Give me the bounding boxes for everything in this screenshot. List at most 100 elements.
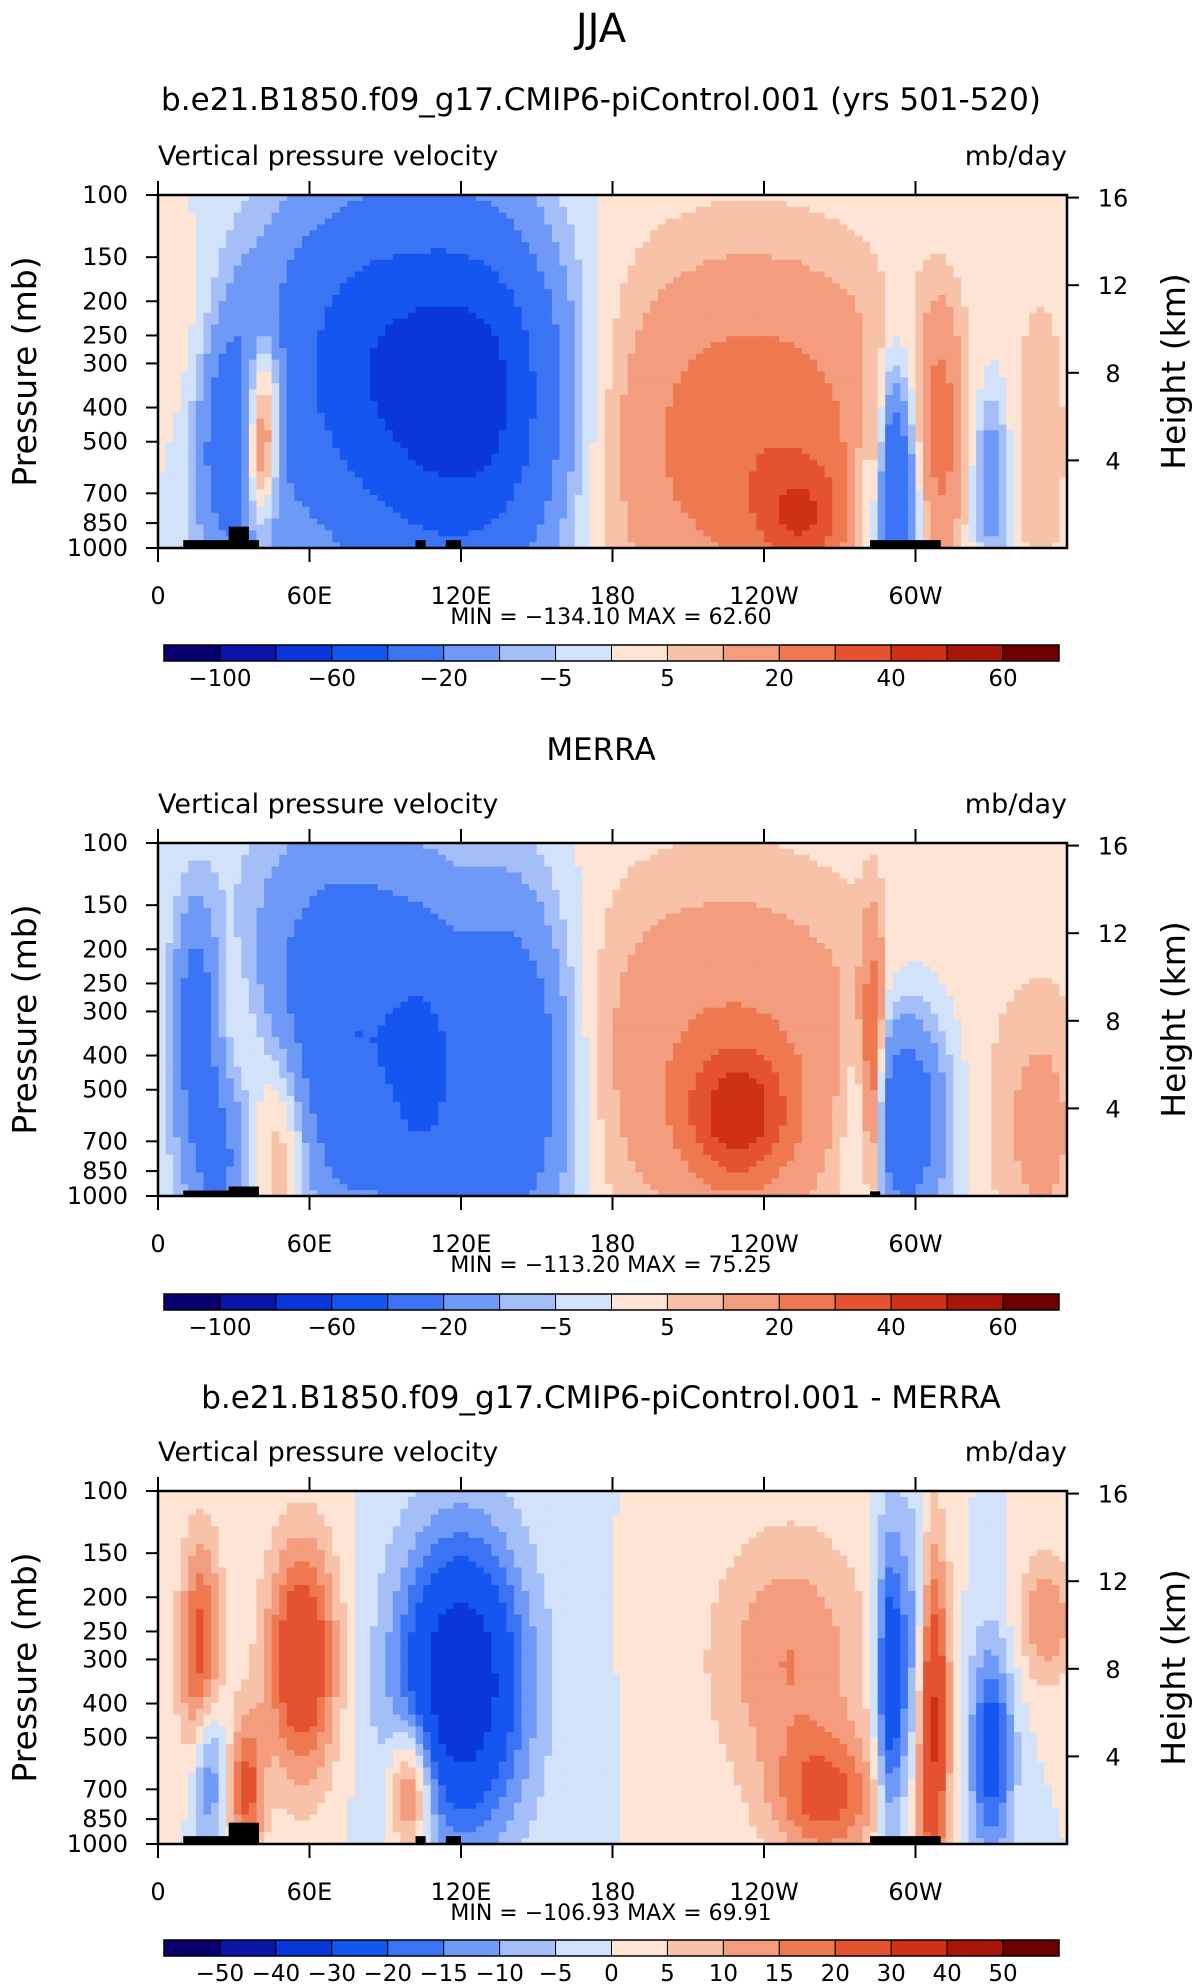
heatmap-cell [703,259,712,267]
heatmap-cell [582,347,591,355]
heatmap-cell [521,389,530,396]
heatmap-cell [324,377,333,384]
heatmap-cell [203,283,212,290]
heatmap-cell [680,336,689,343]
heatmap-cell [741,271,750,278]
heatmap-cell [703,265,712,273]
heatmap-cell [544,436,553,443]
heatmap-cell [597,506,606,514]
heatmap-cell [710,236,720,243]
heatmap-cell [771,247,780,255]
heatmap-cell [491,400,500,408]
heatmap-cell [680,506,689,514]
heatmap-cell [559,400,568,408]
heatmap-cell [748,259,758,267]
heatmap-cell [695,365,705,373]
heatmap-cell [203,418,212,426]
heatmap-cell [309,389,318,396]
heatmap-cell [286,324,295,331]
heatmap-cell [589,447,598,455]
heatmap-cell [354,265,364,273]
heatmap-cell [673,277,682,284]
heatmap-cell [695,377,705,384]
heatmap-cell [627,495,636,502]
heatmap-cell [241,477,250,484]
heatmap-cell [627,536,636,543]
heatmap-cell [188,330,197,337]
heatmap-cell [673,477,682,484]
heatmap-cell [461,371,470,378]
heatmap-cell [627,353,636,361]
heatmap-cell [430,477,439,484]
heatmap-cell [779,306,788,314]
heatmap-cell [491,206,500,214]
heatmap-cell [294,524,303,531]
heatmap-cell [377,206,386,214]
heatmap-cell [483,483,492,490]
heatmap-cell [385,336,394,343]
heatmap-cell [400,224,409,231]
heatmap-cell [771,412,780,420]
heatmap-cell [529,224,538,231]
heatmap-cell [695,242,705,249]
heatmap-cell [317,218,326,226]
heatmap-cell [597,389,606,396]
heatmap-cell [536,206,545,214]
heatmap-cell [491,500,500,508]
heatmap-cell [317,542,326,549]
heatmap-cell [620,483,629,490]
heatmap-cell [657,206,667,214]
heatmap-cell [771,200,780,208]
heatmap-cell [158,447,167,455]
heatmap-cell [370,395,379,402]
heatmap-cell [158,536,167,543]
heatmap-cell [733,424,742,431]
heatmap-cell [264,277,273,284]
heatmap-cell [597,312,606,320]
heatmap-cell [226,418,235,426]
heatmap-cell [180,277,189,284]
heatmap-cell [574,424,583,431]
heatmap-cell [264,300,273,308]
heatmap-cell [264,389,273,396]
heatmap-cell [657,277,667,284]
heatmap-cell [733,389,742,396]
heatmap-cell [718,530,727,537]
heatmap-cell [529,536,538,543]
heatmap-cell [301,277,311,284]
heatmap-cell [256,530,265,537]
heatmap-cell [733,336,742,343]
heatmap-cell [536,200,545,208]
heatmap-cell [604,377,614,384]
heatmap-cell [324,295,333,302]
heatmap-cell [748,295,758,302]
heatmap-cell [491,530,500,537]
heatmap-cell [498,395,508,402]
heatmap-cell [627,242,636,249]
heatmap-cell [733,230,742,237]
heatmap-cell [483,230,492,237]
heatmap-cell [430,295,439,302]
heatmap-cell [301,447,311,455]
heatmap-cell [317,506,326,514]
heatmap-cell [529,477,538,484]
heatmap-cell [248,442,258,449]
heatmap-cell [612,195,621,202]
heatmap-cell [377,489,386,496]
heatmap-cell [779,424,788,431]
heatmap-cell [718,365,727,373]
heatmap-cell [748,500,758,508]
heatmap-cell [680,289,689,296]
heatmap-cell [536,465,545,473]
heatmap-cell [650,342,659,349]
heatmap-cell [453,400,462,408]
heatmap-cell [415,506,424,514]
heatmap-cell [506,206,515,214]
heatmap-cell [491,259,500,267]
heatmap-cell [710,289,720,296]
heatmap-cell [294,289,303,296]
heatmap-cell [400,424,409,431]
heatmap-cell [498,300,508,308]
heatmap-cell [756,465,765,473]
heatmap-cell [710,447,720,455]
